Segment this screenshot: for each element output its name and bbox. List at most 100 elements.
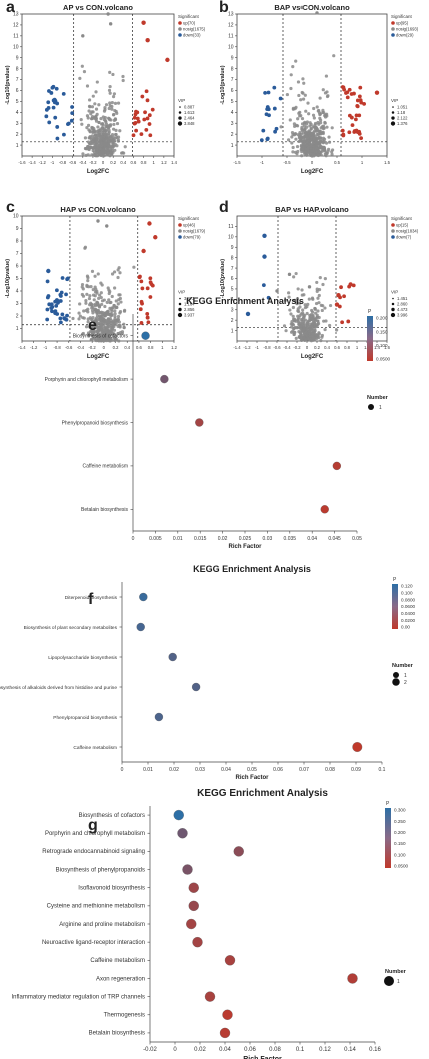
enrichment-bubble bbox=[141, 331, 150, 340]
nosig-point bbox=[305, 143, 309, 148]
up-point bbox=[341, 85, 346, 90]
nosig-point bbox=[87, 104, 92, 108]
down-point bbox=[59, 290, 64, 295]
nosig-point bbox=[95, 314, 100, 318]
down-point bbox=[46, 268, 51, 274]
nosig-point bbox=[300, 147, 304, 151]
y-tick-label: 12 bbox=[228, 23, 234, 29]
category-label: Neuroactive ligand-receptor interaction bbox=[42, 940, 145, 946]
legend-label: nosig(1675) bbox=[183, 27, 206, 32]
up-point bbox=[140, 286, 145, 291]
up-point bbox=[145, 311, 150, 316]
nosig-point bbox=[112, 335, 116, 340]
nosig-point bbox=[109, 300, 113, 304]
nosig-point bbox=[85, 126, 89, 130]
nosig-point bbox=[98, 335, 103, 339]
up-point bbox=[350, 123, 355, 128]
up-point bbox=[347, 87, 352, 92]
down-point bbox=[45, 317, 50, 322]
down-point bbox=[262, 233, 267, 238]
vip-legend-label: 1.451 bbox=[397, 296, 408, 301]
up-point bbox=[153, 235, 158, 240]
down-point bbox=[45, 279, 50, 284]
x-tick-label: 0.09 bbox=[351, 767, 361, 773]
p-legend-label: 0.200 bbox=[376, 316, 388, 321]
y-tick-label: 5 bbox=[16, 276, 19, 282]
nosig-point bbox=[114, 337, 119, 342]
x-tick-label: -0.4 bbox=[79, 160, 87, 165]
category-label: Porphyrin and chlorophyll metabolism bbox=[45, 377, 128, 383]
nosig-point bbox=[99, 281, 103, 285]
nosig-point bbox=[132, 265, 136, 269]
nosig-point bbox=[86, 279, 90, 283]
down-point bbox=[262, 254, 267, 259]
legend-marker bbox=[391, 235, 395, 239]
p-legend-label: 0.0500 bbox=[394, 864, 408, 869]
nosig-point bbox=[113, 309, 117, 313]
nosig-point bbox=[103, 304, 107, 309]
up-point bbox=[139, 321, 144, 325]
y-tick-label: 9 bbox=[231, 55, 234, 61]
enrichment-bubble bbox=[204, 991, 216, 1002]
nosig-point bbox=[100, 299, 105, 303]
up-point bbox=[355, 104, 360, 108]
x-tick-label: -0.6 bbox=[65, 345, 73, 350]
enrichment-bubble bbox=[177, 828, 188, 839]
nosig-point bbox=[113, 136, 117, 140]
nosig-point bbox=[116, 139, 120, 143]
nosig-point bbox=[95, 80, 99, 84]
panel-letter: g bbox=[88, 817, 98, 834]
up-point bbox=[145, 116, 150, 121]
nosig-point bbox=[81, 294, 86, 298]
nosig-point bbox=[113, 314, 117, 319]
down-point bbox=[65, 277, 70, 282]
nosig-point bbox=[90, 134, 95, 138]
nosig-point bbox=[94, 90, 98, 94]
nosig-point bbox=[311, 113, 316, 117]
volcano-panel-c: c HAP vs CON.volcano -1.4 -1.2 -1 -0.8 -0.6 -0.… bbox=[5, 199, 206, 360]
nosig-point bbox=[317, 332, 321, 336]
nosig-point bbox=[99, 117, 103, 121]
category-label: Caffeine metabolism bbox=[83, 464, 129, 470]
x-tick-label: 0.2 bbox=[314, 345, 320, 350]
nosig-point bbox=[99, 318, 103, 322]
panel-letter: f bbox=[88, 591, 94, 608]
up-point bbox=[145, 98, 150, 103]
x-axis-label: Log2FC bbox=[301, 354, 324, 360]
volcano-panel-b: b BAP vs CON.volcano-1.5 -1 -0.5 0 0.5 1 1.5123… bbox=[219, 0, 419, 175]
nosig-point bbox=[86, 331, 91, 335]
nosig-point bbox=[313, 327, 317, 331]
nosig-point bbox=[81, 34, 85, 38]
size-legend-label: 1 bbox=[379, 405, 382, 411]
enrichment-bubble bbox=[352, 742, 363, 752]
up-point bbox=[147, 122, 152, 126]
nosig-point bbox=[289, 312, 293, 316]
p-legend-label: 0.0600 bbox=[401, 604, 415, 609]
vip-size-marker bbox=[391, 111, 395, 114]
nosig-point bbox=[300, 293, 304, 297]
nosig-point bbox=[319, 303, 323, 307]
nosig-point bbox=[319, 339, 323, 343]
nosig-point bbox=[113, 319, 118, 323]
up-point bbox=[336, 292, 341, 298]
x-tick-label: -1 bbox=[51, 160, 55, 165]
data-points bbox=[245, 233, 356, 343]
nosig-point bbox=[115, 144, 119, 148]
nosig-point bbox=[95, 150, 99, 154]
nosig-point bbox=[96, 330, 100, 334]
nosig-point bbox=[97, 103, 101, 107]
nosig-point bbox=[90, 306, 94, 310]
nosig-point bbox=[89, 112, 93, 116]
x-tick-label: 0.01 bbox=[143, 767, 153, 773]
nosig-point bbox=[309, 339, 314, 343]
up-point bbox=[362, 101, 367, 106]
vip-size-marker bbox=[390, 121, 396, 126]
up-point bbox=[334, 302, 340, 307]
nosig-point bbox=[291, 305, 295, 310]
p-legend-label: 0.200 bbox=[394, 830, 406, 835]
nosig-point bbox=[326, 94, 330, 98]
vip-legend-label: 2.860 bbox=[397, 302, 408, 307]
nosig-point bbox=[303, 313, 307, 317]
vip-size-marker bbox=[391, 116, 395, 120]
nosig-point bbox=[104, 103, 109, 107]
